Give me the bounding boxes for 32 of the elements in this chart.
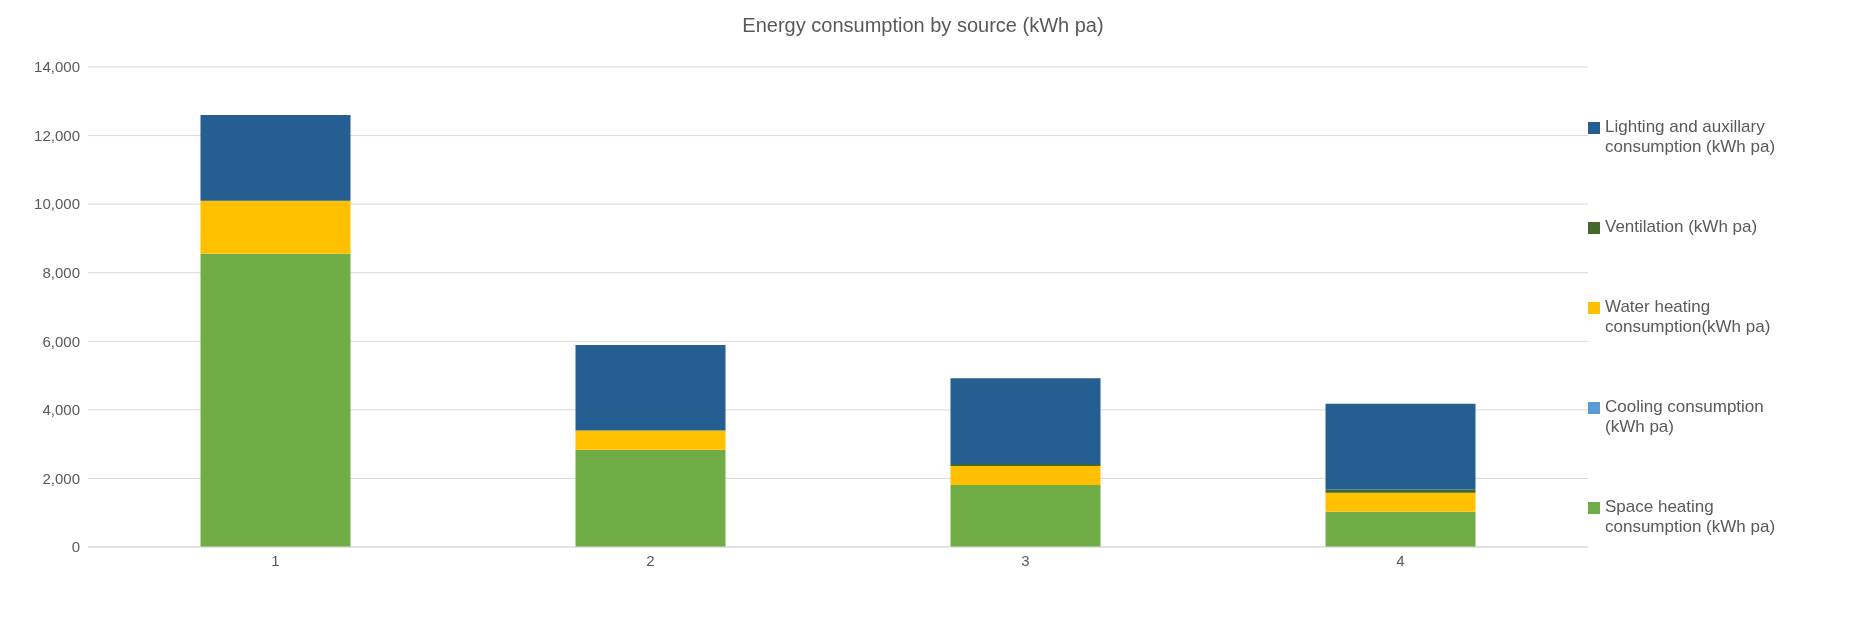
- y-tick-label: 14,000: [34, 58, 80, 76]
- bar: [575, 345, 726, 431]
- bar: [1325, 489, 1476, 493]
- y-tick-label: 6,000: [42, 332, 80, 350]
- bar: [200, 115, 351, 201]
- bar: [1325, 511, 1476, 547]
- y-tick-label: 10,000: [34, 195, 80, 213]
- x-tick-label: 3: [1021, 551, 1030, 569]
- x-tick-label: 2: [646, 551, 655, 569]
- bar: [200, 253, 351, 547]
- legend-label: Lighting and auxillary consumption (kWh pa): [1605, 117, 1777, 157]
- y-tick-label: 0: [71, 538, 80, 556]
- bar: [200, 200, 351, 254]
- bar: [950, 464, 1101, 467]
- chart-title: Energy consumption by source (kWh pa): [741, 14, 1105, 37]
- bar: [950, 378, 1101, 465]
- x-tick-label: 4: [1396, 551, 1405, 569]
- x-tick-label: 1: [271, 551, 280, 569]
- bar: [1325, 403, 1476, 490]
- bar: [950, 466, 1101, 485]
- legend-label: Cooling consumption (kWh pa): [1605, 397, 1765, 437]
- bar: [575, 430, 726, 450]
- y-tick-label: 2,000: [42, 469, 80, 487]
- legend-label: Space heating consumption (kWh pa): [1605, 497, 1777, 537]
- y-tick-label: 8,000: [42, 264, 80, 282]
- bar: [575, 449, 726, 547]
- legend-label: Water heating consumption(kWh pa): [1605, 297, 1772, 337]
- y-tick-label: 4,000: [42, 401, 80, 419]
- y-tick-label: 12,000: [34, 126, 80, 144]
- bar: [950, 484, 1101, 547]
- bar: [1325, 492, 1476, 512]
- legend-label: Ventilation (kWh pa): [1605, 217, 1758, 237]
